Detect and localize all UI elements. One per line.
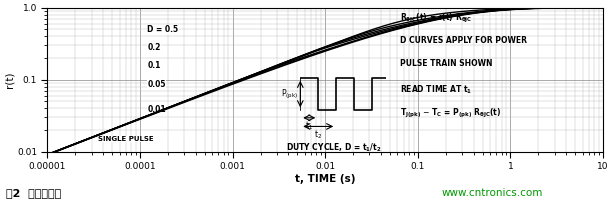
Text: T$_\mathregular{J(pk)}$ $-$ T$_\mathregular{C}$ = P$_\mathregular{(pk)}$ R$_\mat: T$_\mathregular{J(pk)}$ $-$ T$_\mathregu… [400,107,501,120]
Text: 0.01: 0.01 [147,105,166,114]
Y-axis label: r(t): r(t) [4,71,14,88]
Text: www.cntronics.com: www.cntronics.com [441,188,543,198]
Text: R$_\mathregular{\theta JC}$(t) = r(t) R$_\mathregular{\theta JC}$: R$_\mathregular{\theta JC}$(t) = r(t) R$… [400,12,473,25]
Text: 0.05: 0.05 [147,80,166,89]
Text: 0.1: 0.1 [147,61,161,70]
X-axis label: t, TIME (s): t, TIME (s) [295,174,356,184]
Text: D CURVES APPLY FOR POWER: D CURVES APPLY FOR POWER [400,36,527,45]
Text: READ TIME AT t$_\mathregular{1}$: READ TIME AT t$_\mathregular{1}$ [400,83,473,96]
Text: PULSE TRAIN SHOWN: PULSE TRAIN SHOWN [400,59,493,68]
Text: SINGLE PULSE: SINGLE PULSE [98,136,153,142]
Text: DUTY CYCLE, D = t$_\mathregular{1}$/t$_\mathregular{2}$: DUTY CYCLE, D = t$_\mathregular{1}$/t$_\… [286,142,381,154]
Text: D = 0.5: D = 0.5 [147,25,178,34]
Text: 图2  热响应曲线: 图2 热响应曲线 [6,188,61,198]
Text: 0.2: 0.2 [147,43,161,52]
